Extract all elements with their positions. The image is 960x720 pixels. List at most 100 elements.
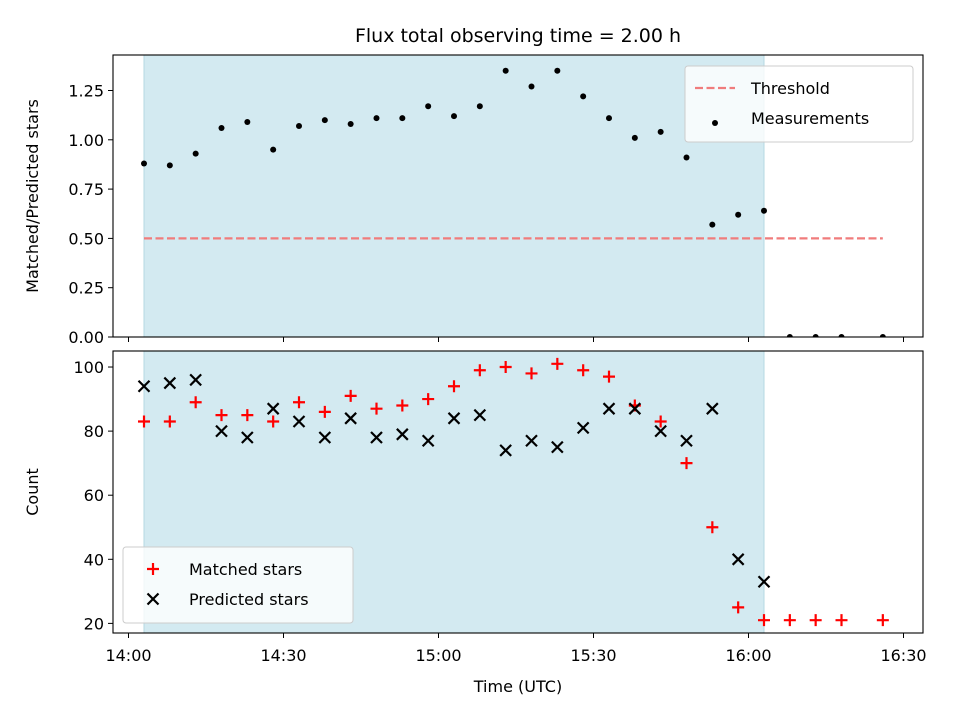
y-axis-label-1: Count (23, 468, 42, 516)
point-measurements-21 (683, 154, 690, 161)
point-predicted-stars-14 (499, 444, 512, 457)
point-predicted-stars-7 (318, 431, 332, 444)
point-matched-stars-22 (706, 521, 719, 534)
point-predicted-stars-11 (421, 434, 435, 448)
point-measurements-0 (141, 160, 147, 167)
legend-label: Threshold (750, 79, 830, 98)
point-measurements-14 (502, 67, 509, 74)
point-predicted-stars-12 (447, 412, 461, 425)
point-predicted-stars-22 (706, 402, 719, 415)
point-matched-stars-25 (783, 614, 796, 627)
x-axis-label: Time (UTC) (473, 677, 562, 696)
point-predicted-stars-21 (680, 434, 693, 448)
point-measurements-1 (166, 162, 173, 169)
point-matched-stars-12 (448, 380, 460, 393)
point-predicted-stars-4 (241, 431, 254, 444)
point-measurements-15 (528, 83, 535, 90)
point-predicted-stars-3 (215, 424, 228, 438)
legend-1: Matched stars Predicted stars (122, 546, 354, 624)
point-predicted-stars-20 (654, 424, 667, 438)
legend-box-1 (122, 546, 354, 624)
x-tick-label: 15:00 (415, 646, 461, 665)
point-measurements-5 (270, 146, 277, 153)
y-axis-label-0: Matched/Predicted stars (23, 99, 42, 293)
legend-0: Threshold Measurements (684, 65, 914, 143)
point-predicted-stars-2 (189, 373, 202, 387)
chart-title: Flux total observing time = 2.00 h (355, 25, 681, 47)
point-matched-stars-6 (293, 396, 305, 409)
point-matched-stars-18 (603, 370, 615, 383)
point-matched-stars-16 (551, 357, 564, 370)
point-matched-stars-4 (241, 409, 254, 422)
point-matched-stars-21 (680, 457, 693, 470)
point-measurements-8 (347, 121, 354, 128)
y-tick-label: 80 (84, 422, 104, 441)
legend-symbol-measurements (712, 120, 718, 126)
point-matched-stars-7 (318, 405, 331, 418)
point-matched-stars-10 (396, 399, 409, 412)
point-matched-stars-28 (876, 614, 889, 627)
point-measurements-10 (399, 115, 406, 122)
legend-box-0 (684, 65, 914, 143)
y-tick-label: 1.00 (68, 131, 104, 150)
point-measurements-3 (218, 124, 225, 131)
legend-label: Matched stars (189, 560, 302, 579)
point-measurements-9 (373, 115, 380, 122)
y-tick-label: 100 (73, 358, 104, 377)
legend-symbol-matched-stars (147, 563, 159, 575)
point-predicted-stars-13 (473, 408, 487, 422)
point-predicted-stars-16 (551, 440, 564, 454)
bottom-panel-counts: 20 40 60 80 100 14:00 14:30 15:00 15:30 16:00 16:3… (23, 350, 927, 665)
point-measurements-13 (476, 103, 483, 110)
y-tick-label: 0.25 (68, 279, 104, 298)
plot-area-0 (141, 67, 886, 337)
point-measurements-16 (554, 67, 561, 74)
point-matched-stars-9 (370, 402, 383, 415)
point-matched-stars-14 (499, 361, 512, 374)
point-matched-stars-13 (473, 364, 486, 377)
point-measurements-26 (812, 334, 819, 337)
point-predicted-stars-5 (266, 402, 280, 415)
point-matched-stars-2 (189, 396, 202, 409)
point-predicted-stars-18 (602, 402, 616, 415)
y-tick-label: 60 (84, 486, 104, 505)
point-matched-stars-23 (732, 601, 745, 614)
point-matched-stars-11 (422, 393, 435, 406)
point-measurements-18 (606, 115, 612, 122)
point-matched-stars-24 (758, 614, 770, 627)
point-matched-stars-8 (344, 389, 357, 402)
x-tick-label: 16:30 (880, 646, 926, 665)
point-matched-stars-5 (267, 415, 280, 428)
point-measurements-11 (425, 103, 432, 110)
observing-window-0 (143, 54, 765, 338)
axes-frame-0 (112, 54, 924, 338)
legend-label: Measurements (751, 109, 869, 128)
point-measurements-25 (786, 334, 793, 337)
legend-label: Predicted stars (189, 590, 309, 609)
point-predicted-stars-17 (576, 421, 590, 435)
axes-frame-1 (112, 350, 924, 634)
point-measurements-17 (580, 93, 587, 100)
point-measurements-23 (735, 211, 742, 218)
point-matched-stars-3 (215, 409, 228, 422)
legend-symbol-predicted-stars (146, 592, 160, 606)
point-measurements-12 (451, 113, 457, 120)
x-tick-label: 14:30 (260, 646, 306, 665)
top-panel-ratio: 0.00 0.25 0.50 0.75 1.00 1.25 Matched/Predicte… (23, 54, 924, 347)
point-predicted-stars-0 (137, 379, 151, 393)
point-predicted-stars-6 (292, 415, 306, 428)
y-tick-label: 20 (84, 614, 104, 633)
point-measurements-22 (709, 221, 716, 228)
point-measurements-4 (244, 119, 251, 126)
point-predicted-stars-9 (370, 431, 383, 444)
y-tick-label: 1.25 (68, 81, 104, 100)
point-matched-stars-20 (654, 415, 667, 428)
point-measurements-7 (321, 117, 328, 124)
point-measurements-24 (761, 207, 767, 214)
point-measurements-28 (879, 334, 886, 337)
point-matched-stars-27 (835, 614, 848, 627)
x-tick-label: 16:00 (725, 646, 771, 665)
point-measurements-2 (192, 150, 199, 157)
x-tick-label: 14:00 (105, 646, 151, 665)
